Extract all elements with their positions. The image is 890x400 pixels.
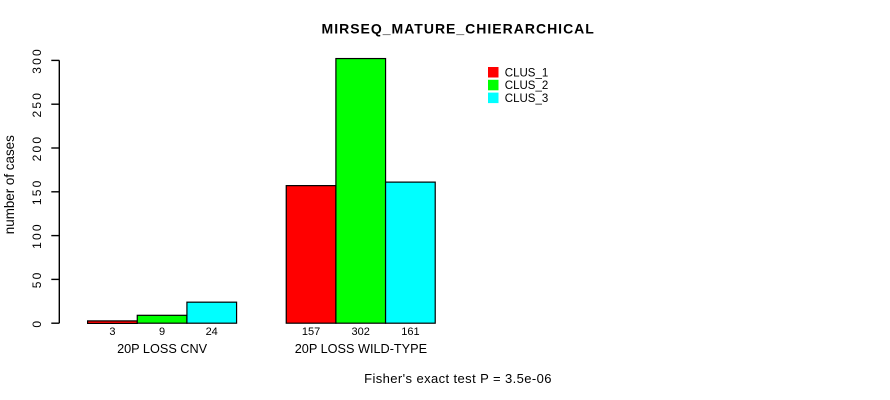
svg-text:Fisher's exact test P = 3.5e-0: Fisher's exact test P = 3.5e-06 [364,371,552,386]
svg-text:24: 24 [206,326,218,338]
svg-text:300: 300 [30,47,44,74]
svg-text:CLUS_2: CLUS_2 [505,80,548,92]
svg-text:200: 200 [30,135,44,162]
svg-text:MIRSEQ_MATURE_CHIERARCHICAL: MIRSEQ_MATURE_CHIERARCHICAL [322,21,595,37]
svg-text:0: 0 [30,319,44,328]
svg-text:CLUS_3: CLUS_3 [505,93,548,105]
svg-text:3: 3 [109,326,115,338]
svg-text:number of cases: number of cases [2,135,17,234]
svg-text:50: 50 [30,271,44,289]
svg-text:100: 100 [30,222,44,249]
svg-text:161: 161 [401,326,419,338]
svg-text:20P LOSS CNV: 20P LOSS CNV [117,342,208,356]
svg-text:250: 250 [30,91,44,118]
svg-text:150: 150 [30,178,44,205]
svg-text:302: 302 [352,326,370,338]
svg-text:157: 157 [302,326,320,338]
svg-text:CLUS_1: CLUS_1 [505,67,548,79]
svg-text:9: 9 [159,326,165,338]
svg-text:20P LOSS WILD-TYPE: 20P LOSS WILD-TYPE [295,342,427,356]
